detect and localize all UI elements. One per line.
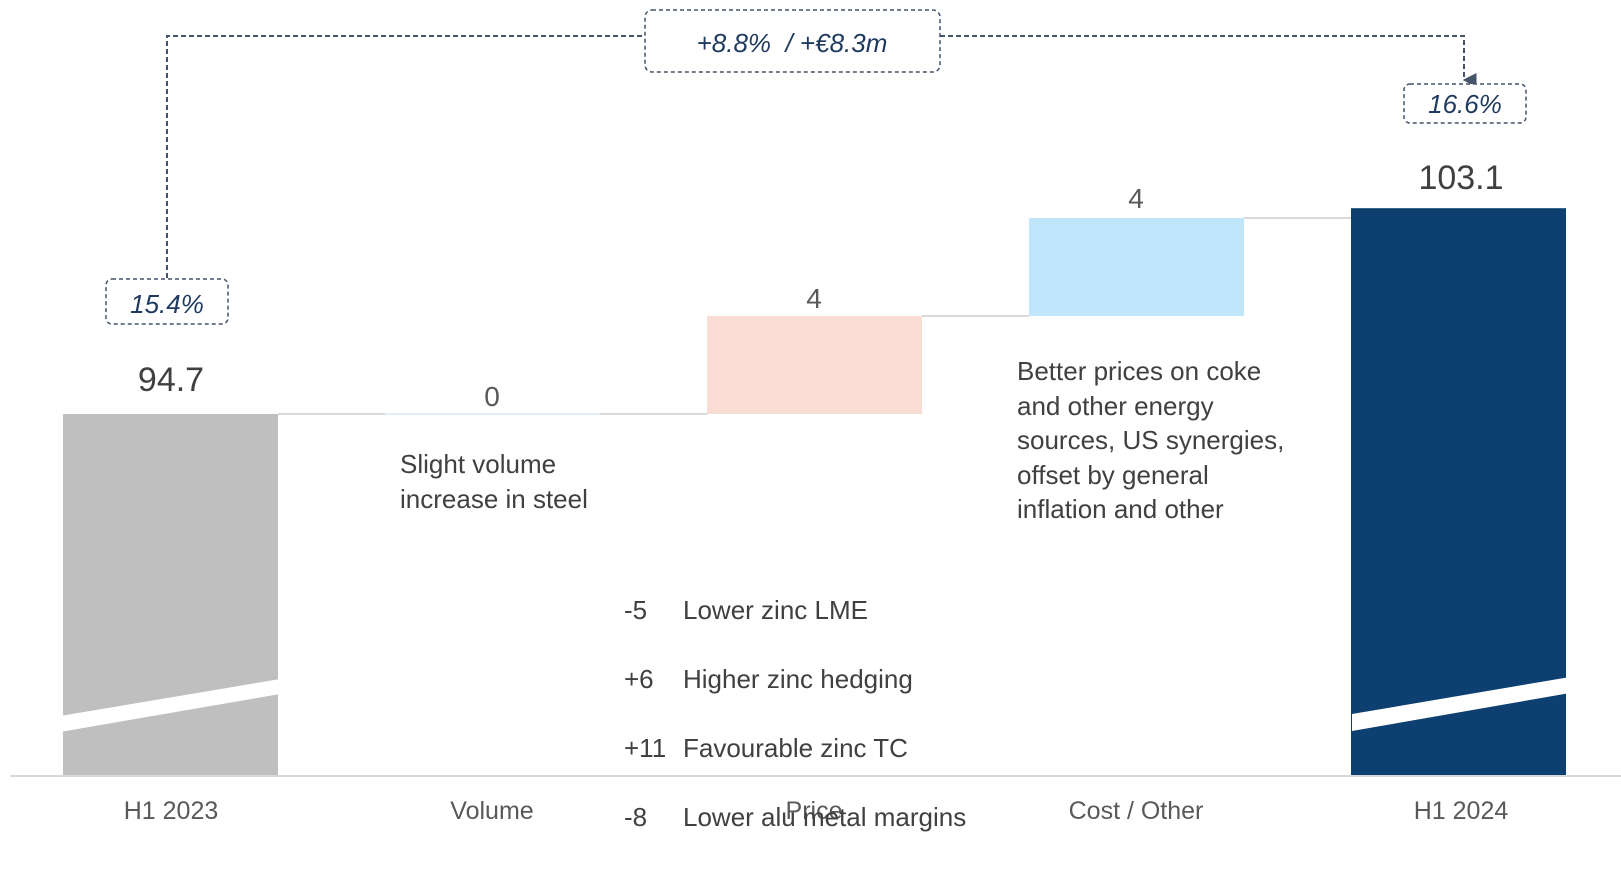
margin-callout-end-text: 16.6% (1428, 89, 1502, 119)
category-label-h1-2023: H1 2023 (124, 797, 219, 824)
waterfall-chart: 94.7 0 4 4 103.1 H1 2023 Volume Price Co… (10, 9, 1621, 824)
cost-annotation: Better prices on coke and other energy s… (1017, 356, 1285, 524)
category-label-volume: Volume (450, 797, 533, 824)
category-label-price: Price (786, 797, 843, 824)
price-driver-amount: +11 (624, 732, 667, 763)
connector-lines (278, 217, 1351, 415)
price-annotation-list: -5 Lower zinc LME +6 Higher zinc hedging +… (624, 558, 966, 869)
growth-callout-text: +8.8% / +€8.3m (697, 28, 888, 58)
price-driver-text: Favourable zinc TC (683, 732, 908, 763)
price-driver-text: Higher zinc hedging (683, 663, 913, 694)
growth-callout-box (644, 9, 941, 73)
growth-bracket-line (166, 35, 645, 278)
bar-volume (385, 413, 600, 415)
price-driver-amount: -5 (624, 594, 648, 625)
category-label-h1-2024: H1 2024 (1414, 797, 1509, 824)
axis-break-stripe-right (1352, 677, 1570, 731)
value-label-cost-other: 4 (1128, 183, 1144, 214)
margin-callout-start-text: 15.4% (130, 289, 204, 319)
price-driver-row: -8 Lower alu metal margins (624, 800, 966, 835)
bar-cost-other (1029, 218, 1244, 316)
volume-annotation: Slight volume increase in steel (400, 449, 588, 514)
value-label-h1-2023: 94.7 (138, 361, 204, 399)
price-driver-row: -5 Lower zinc LME (624, 593, 966, 628)
price-driver-row: +11 Favourable zinc TC (624, 731, 966, 766)
bar-h1-2024 (1351, 208, 1566, 776)
price-driver-text: Lower zinc LME (683, 594, 868, 625)
price-driver-amount: -8 (624, 801, 648, 832)
value-label-h1-2024: 103.1 (1418, 159, 1503, 197)
margin-callout-end-box (1403, 83, 1527, 124)
value-label-price: 4 (806, 283, 822, 314)
value-label-volume: 0 (484, 381, 500, 412)
margin-callout-start-box (105, 278, 229, 325)
bars-group (63, 208, 1566, 776)
bar-price (707, 316, 922, 414)
price-driver-row: +6 Higher zinc hedging (624, 662, 966, 697)
price-driver-text: Lower alu metal margins (683, 801, 967, 832)
growth-bracket-line-right (940, 35, 1477, 87)
price-driver-amount: +6 (624, 663, 654, 694)
category-label-cost-other: Cost / Other (1069, 797, 1204, 824)
axis-break-stripe-left (60, 679, 280, 732)
